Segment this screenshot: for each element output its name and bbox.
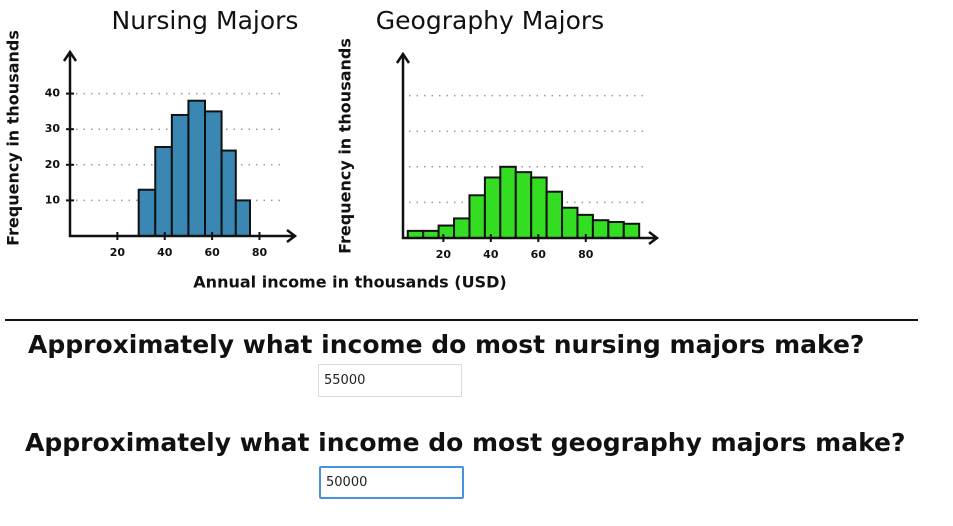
bar <box>607 220 625 239</box>
bar <box>499 165 517 239</box>
bar <box>561 206 579 240</box>
bar <box>234 199 252 237</box>
y-tick-label: 40 <box>45 87 61 100</box>
y-tick-label: 20 <box>45 158 61 171</box>
x-tick-label: 40 <box>157 246 173 259</box>
question: Approximately what income do most nursin… <box>28 330 864 359</box>
x-tick-label: 80 <box>578 248 594 261</box>
question: Approximately what income do most geogra… <box>25 428 905 457</box>
answer-input[interactable] <box>319 466 464 499</box>
bar <box>154 146 173 237</box>
axes <box>395 51 660 245</box>
x-tick-label: 20 <box>110 246 126 259</box>
x-axis-label: Annual income in thousands (USD) <box>193 273 506 292</box>
bar <box>170 113 190 237</box>
bar <box>437 224 456 239</box>
chart-title: Geography Majors <box>376 6 604 35</box>
y-axis-label: Frequency in thousands <box>336 38 355 254</box>
bar <box>468 194 486 239</box>
x-tick-label: 60 <box>204 246 220 259</box>
x-tick-label: 80 <box>252 246 268 259</box>
bar <box>137 188 157 237</box>
chart-title: Nursing Majors <box>112 6 299 35</box>
bar <box>530 176 548 239</box>
x-tick-label: 40 <box>483 248 499 261</box>
answer-input[interactable] <box>318 364 462 397</box>
bar <box>204 110 223 237</box>
bar <box>545 190 564 239</box>
bar <box>514 171 533 239</box>
bar <box>220 149 237 237</box>
bar <box>483 176 502 239</box>
axes <box>62 49 298 243</box>
x-tick-label: 20 <box>436 248 452 261</box>
bar <box>591 219 610 239</box>
y-axis-label: Frequency in thousands <box>4 30 23 246</box>
bar <box>187 99 206 237</box>
x-tick-label: 60 <box>531 248 547 261</box>
bar <box>453 217 471 239</box>
y-tick-label: 30 <box>45 122 61 135</box>
y-tick-label: 10 <box>45 193 61 206</box>
bar <box>622 222 641 239</box>
